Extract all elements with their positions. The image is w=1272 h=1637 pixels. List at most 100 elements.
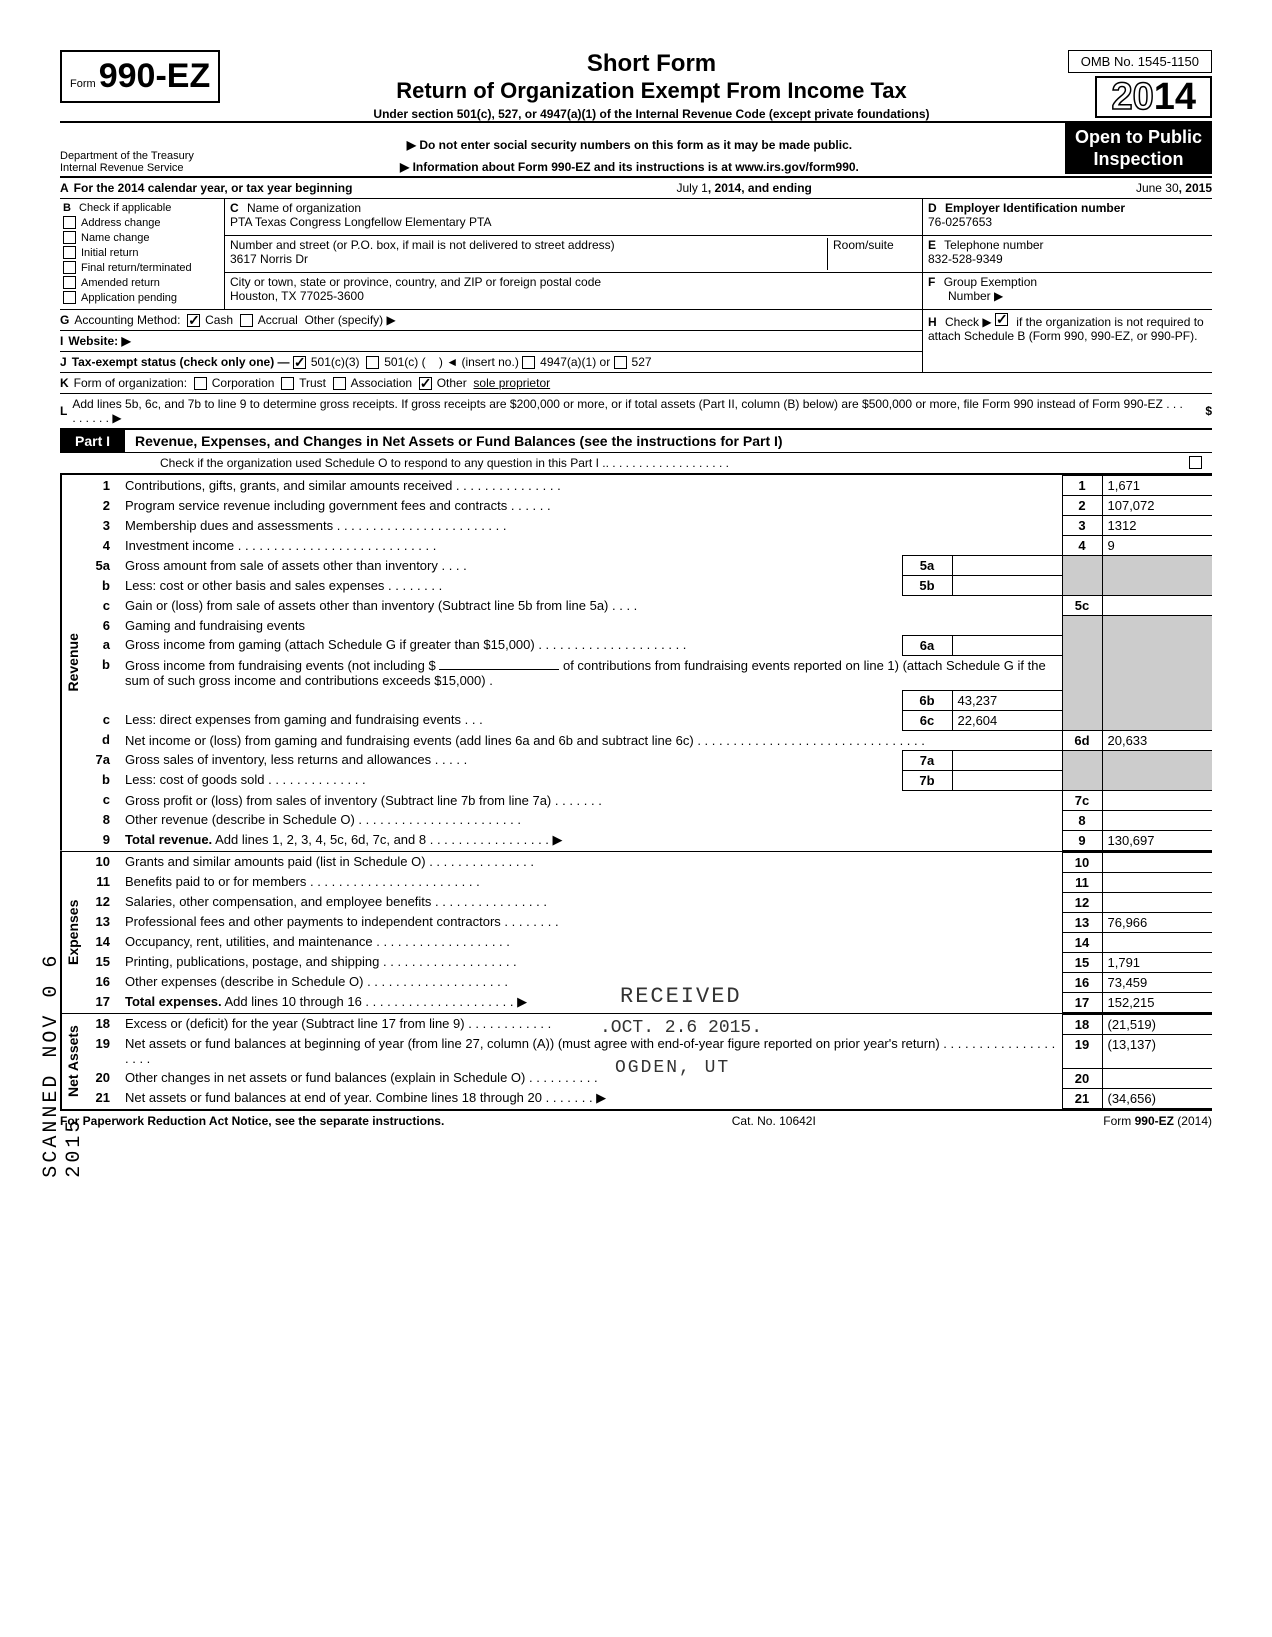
h-text1: Check ▶ xyxy=(945,315,992,329)
netassets-section: Net Assets 18Excess or (deficit) for the… xyxy=(60,1013,1212,1109)
line14-val xyxy=(1102,932,1212,952)
row-a-text: For the 2014 calendar year, or tax year … xyxy=(74,181,353,195)
line2-val: 107,072 xyxy=(1102,496,1212,516)
stamp-scanned: SCANNED NOV 0 6 2015 xyxy=(40,900,86,1178)
line2-desc: Program service revenue including govern… xyxy=(125,498,507,513)
chk-corp[interactable] xyxy=(194,377,207,390)
col-c: C Name of organization PTA Texas Congres… xyxy=(225,199,922,309)
line10-val xyxy=(1102,852,1212,872)
l-text: Add lines 5b, 6c, and 7b to line 9 to de… xyxy=(72,397,1185,425)
chk-name[interactable]: Name change xyxy=(63,231,221,244)
chk-schedule-o[interactable] xyxy=(1189,456,1202,469)
line15-val: 1,791 xyxy=(1102,952,1212,972)
line12-desc: Salaries, other compensation, and employ… xyxy=(125,894,439,909)
chk-cash[interactable] xyxy=(187,314,200,327)
title-short-form: Short Form xyxy=(235,50,1067,78)
name-label: Name of organization xyxy=(247,201,361,215)
opt-501c: 501(c) ( xyxy=(384,355,425,369)
note-info: ▶ Information about Form 990-EZ and its … xyxy=(194,160,1065,174)
line1-val: 1,671 xyxy=(1102,476,1212,496)
phone-value: 832-528-9349 xyxy=(928,252,1207,266)
line13-desc: Professional fees and other payments to … xyxy=(125,914,501,929)
line20-desc: Other changes in net assets or fund bala… xyxy=(125,1070,533,1085)
chk-accrual[interactable] xyxy=(240,314,253,327)
g-text: Accounting Method: xyxy=(74,313,180,327)
row-g: G Accounting Method: Cash Accrual Other … xyxy=(60,310,922,331)
city-value: Houston, TX 77025-3600 xyxy=(230,289,917,303)
chk-4947[interactable] xyxy=(522,356,535,369)
chk-527[interactable] xyxy=(614,356,627,369)
year2: , 2015 xyxy=(1179,181,1212,195)
line6d-desc: Net income or (loss) from gaming and fun… xyxy=(125,733,694,748)
opt-assoc: Association xyxy=(351,376,412,390)
line21-desc: Net assets or fund balances at end of ye… xyxy=(125,1090,542,1105)
line11-val xyxy=(1102,872,1212,892)
row-l: L Add lines 5b, 6c, and 7b to line 9 to … xyxy=(60,394,1212,428)
chk-amended[interactable]: Amended return xyxy=(63,276,221,289)
expenses-section: Expenses 10Grants and similar amounts pa… xyxy=(60,851,1212,1013)
netassets-table: 18Excess or (deficit) for the year (Subt… xyxy=(85,1014,1212,1109)
col-b: B Check if applicable Address change Nam… xyxy=(60,199,225,309)
chk-501c3[interactable] xyxy=(293,356,306,369)
line7c-desc: Gross profit or (loss) from sales of inv… xyxy=(125,793,551,808)
group-label: Group Exemption xyxy=(944,275,1037,289)
line15-desc: Printing, publications, postage, and shi… xyxy=(125,954,387,969)
line7c-val xyxy=(1102,790,1212,810)
chk-assoc[interactable] xyxy=(333,377,346,390)
public-inspection: Open to PublicInspection xyxy=(1065,123,1212,174)
line5b-desc: Less: cost or other basis and sales expe… xyxy=(125,578,392,593)
line8-desc: Other revenue (describe in Schedule O) . xyxy=(125,812,362,827)
opt-other: Other xyxy=(437,376,467,390)
footer-right: Form 990-EZ (2014) xyxy=(1103,1114,1212,1128)
label-i: I xyxy=(60,334,63,348)
phone-row: E Telephone number 832-528-9349 xyxy=(923,236,1212,273)
line9-val: 130,697 xyxy=(1102,830,1212,850)
b-header: Check if applicable xyxy=(79,202,171,214)
chk-pending[interactable]: Application pending xyxy=(63,291,221,304)
footer: For Paperwork Reduction Act Notice, see … xyxy=(60,1109,1212,1128)
line8-val xyxy=(1102,810,1212,830)
other-val: sole proprietor xyxy=(473,376,550,390)
chk-final[interactable]: Final return/terminated xyxy=(63,261,221,274)
group-row: F Group Exemption Number ▶ xyxy=(923,273,1212,309)
label-h: H xyxy=(928,315,937,329)
label-l: L xyxy=(60,404,67,418)
line16-desc: Other expenses (describe in Schedule O) xyxy=(125,974,363,989)
chk-trust[interactable] xyxy=(281,377,294,390)
label-f: F xyxy=(928,275,935,289)
chk-h[interactable] xyxy=(995,313,1008,326)
line5c-val xyxy=(1102,596,1212,616)
line6c-val: 22,604 xyxy=(952,710,1062,730)
expenses-table: 10Grants and similar amounts paid (list … xyxy=(85,852,1212,1013)
line7a-desc: Gross sales of inventory, less returns a… xyxy=(125,752,431,767)
opt-527: 527 xyxy=(632,355,652,369)
opt-4947: 4947(a)(1) or xyxy=(540,355,610,369)
revenue-section: Revenue 1Contributions, gifts, grants, a… xyxy=(60,474,1212,851)
revenue-label: Revenue xyxy=(60,475,85,851)
line7b-desc: Less: cost of goods sold xyxy=(125,772,264,787)
addr-value: 3617 Norris Dr xyxy=(230,252,827,266)
line18-desc: Excess or (deficit) for the year (Subtra… xyxy=(125,1016,465,1031)
title-return: Return of Organization Exempt From Incom… xyxy=(235,78,1067,104)
label-g: G xyxy=(60,313,69,327)
year-begin: July 1 xyxy=(677,181,708,195)
line14-desc: Occupancy, rent, utilities, and maintena… xyxy=(125,934,373,949)
line6b-desc: Gross income from fundraising events (no… xyxy=(125,658,436,673)
ein-row: D Employer Identification number 76-0257… xyxy=(923,199,1212,236)
line21-val: (34,656) xyxy=(1102,1088,1212,1108)
form-prefix: Form 990-EZ xyxy=(70,78,210,90)
line1-desc: Contributions, gifts, grants, and simila… xyxy=(125,478,460,493)
org-name: PTA Texas Congress Longfellow Elementary… xyxy=(230,215,917,229)
label-d: D xyxy=(928,201,937,215)
note-ssn: ▶ Do not enter social security numbers o… xyxy=(194,138,1065,152)
ein-value: 76-0257653 xyxy=(928,215,1207,229)
label-k: K xyxy=(60,376,69,390)
line13-val: 76,966 xyxy=(1102,912,1212,932)
chk-address[interactable]: Address change xyxy=(63,216,221,229)
year1: , 2014, and ending xyxy=(708,181,812,195)
i-text: Website: ▶ xyxy=(68,334,130,348)
chk-initial[interactable]: Initial return xyxy=(63,246,221,259)
chk-501c[interactable] xyxy=(366,356,379,369)
label-c: C xyxy=(230,201,239,215)
chk-other-org[interactable] xyxy=(419,377,432,390)
